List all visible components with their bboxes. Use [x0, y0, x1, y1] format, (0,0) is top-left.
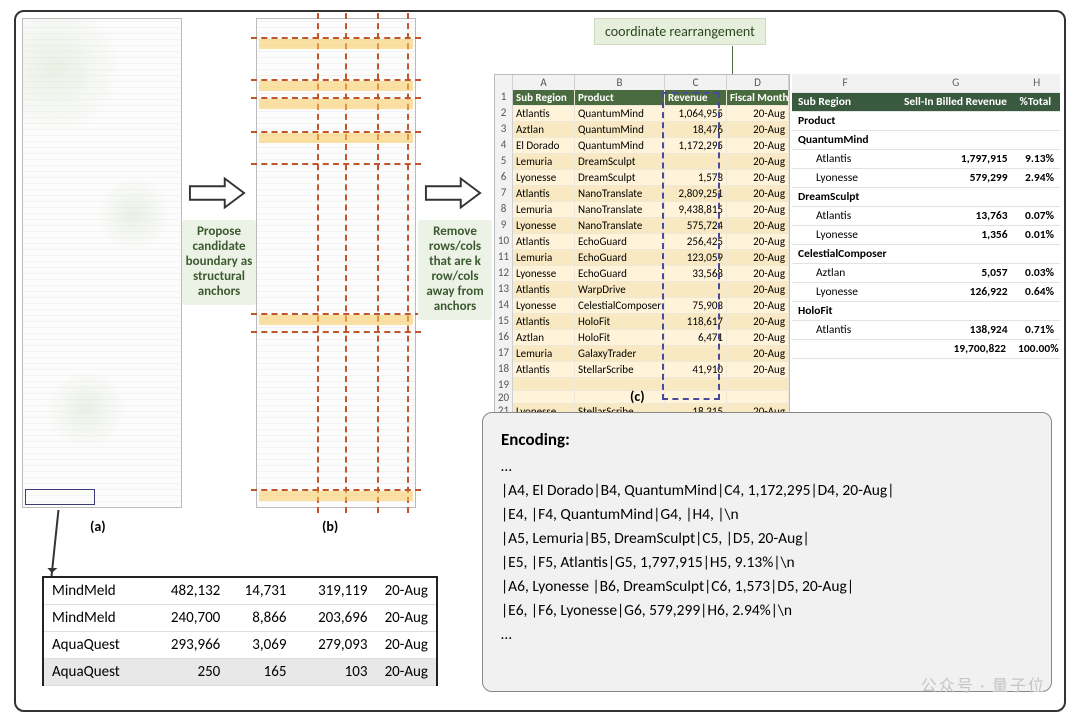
summary-table: FGHSub RegionSell-In Billed Revenue%Tota… [792, 74, 1060, 359]
encoding-title: Encoding: [501, 427, 1033, 453]
label-c: (c) [630, 388, 645, 405]
label-b: (b) [322, 518, 338, 535]
encoding-box: Encoding: … |A4, El Dorado|B4, QuantumMi… [482, 412, 1052, 692]
panel-a-spreadsheet [22, 18, 182, 508]
panel-a-highlight-box [25, 489, 95, 505]
zoom-connector-line [51, 510, 60, 576]
encoding-ellipsis-bottom: … [501, 623, 1033, 647]
coord-rearrangement-tag: coordinate rearrangement [594, 18, 766, 45]
panel-b-spreadsheet [256, 18, 416, 508]
zoom-detail-table: MindMeld482,13214,731319,11920-AugMindMe… [42, 576, 438, 686]
figure-frame: (a) Propose candidate boundary as struct… [14, 10, 1066, 712]
panel-c-sheet: ABCD1Sub RegionProductRevenueFiscal Mont… [494, 74, 790, 469]
label-a: (a) [90, 518, 106, 535]
encoding-ellipsis-top: … [501, 455, 1033, 479]
arrow1-caption: Propose candidate boundary as structural… [182, 220, 256, 305]
encoding-lines: |A4, El Dorado|B4, QuantumMind|C4, 1,172… [501, 479, 1033, 623]
watermark: 公众号 · 量子位 [921, 672, 1046, 696]
arrow-b-to-c [424, 176, 482, 210]
arrow-a-to-b [188, 176, 246, 210]
arrow2-caption: Remove rows/cols that are k row/cols awa… [418, 220, 492, 320]
